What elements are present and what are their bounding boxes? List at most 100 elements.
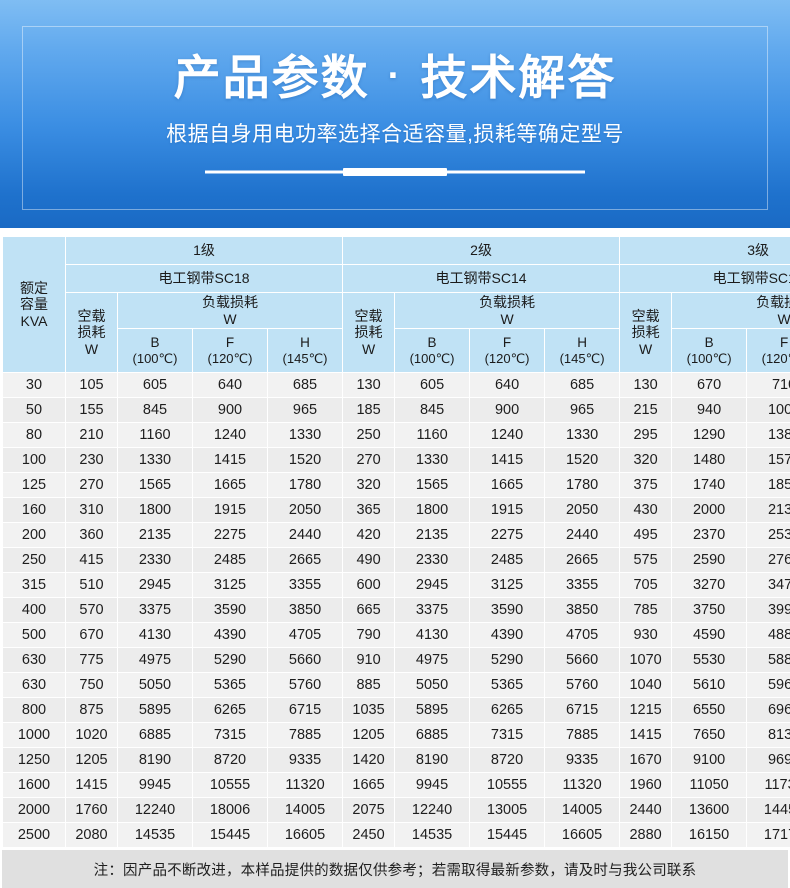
cell-kva: 400: [3, 598, 66, 623]
cell-g2-noload: 490: [343, 548, 395, 573]
cell-g2-noload: 1205: [343, 723, 395, 748]
cell-g1-noload: 1020: [66, 723, 118, 748]
cell-g2-h: 2665: [545, 548, 620, 573]
cell-g2-f: 15445: [470, 823, 545, 848]
header-class-f-g3: F (120℃): [747, 329, 790, 373]
header-class-f-g1: F (120℃): [193, 329, 268, 373]
header-row-loss: 空载 损耗 W 负载损耗 W 空载 损耗 W 负载损耗 W: [3, 293, 790, 329]
cell-g2-f: 2275: [470, 523, 545, 548]
cell-g2-h: 685: [545, 373, 620, 398]
cell-g1-b: 5050: [118, 673, 193, 698]
cell-g2-noload: 185: [343, 398, 395, 423]
cell-g3-b: 5530: [672, 648, 747, 673]
cell-g1-noload: 875: [66, 698, 118, 723]
cell-g3-b: 3750: [672, 598, 747, 623]
cell-g1-f: 10555: [193, 773, 268, 798]
class-letter-h-g1: H: [268, 335, 342, 351]
noload-line3-g3: W: [620, 341, 671, 358]
cell-g2-noload: 270: [343, 448, 395, 473]
cell-g2-h: 2440: [545, 523, 620, 548]
header-rated-capacity: 额定 容量 KVA: [3, 237, 66, 373]
cell-g2-noload: 1420: [343, 748, 395, 773]
cell-g1-f: 2485: [193, 548, 268, 573]
cell-kva: 630: [3, 673, 66, 698]
cell-g2-f: 5290: [470, 648, 545, 673]
page-title: 产品参数·技术解答: [174, 52, 617, 104]
header-noload-loss-2: 空载 损耗 W: [343, 293, 395, 373]
cell-g1-b: 8190: [118, 748, 193, 773]
cell-kva: 200: [3, 523, 66, 548]
cell-g2-h: 3850: [545, 598, 620, 623]
class-temp-f-g3: (120℃): [747, 351, 790, 366]
class-letter-h-g2: H: [545, 335, 619, 351]
cell-kva: 100: [3, 448, 66, 473]
table-row: 5015584590096518584590096521594010001070: [3, 398, 790, 423]
cell-g2-b: 6885: [395, 723, 470, 748]
cell-g2-noload: 365: [343, 498, 395, 523]
cell-g1-h: 2050: [268, 498, 343, 523]
cell-g1-f: 1240: [193, 423, 268, 448]
cell-g1-b: 9945: [118, 773, 193, 798]
cell-g1-f: 1415: [193, 448, 268, 473]
cell-g3-f: 2530: [747, 523, 790, 548]
cell-g1-f: 3590: [193, 598, 268, 623]
cell-g2-b: 4130: [395, 623, 470, 648]
cell-g1-b: 1565: [118, 473, 193, 498]
cell-g2-b: 1565: [395, 473, 470, 498]
load-loss-line2-g1: W: [118, 311, 342, 328]
table-body: 3010560564068513060564068513067071076050…: [3, 373, 790, 848]
cell-g1-b: 845: [118, 398, 193, 423]
cell-g3-noload: 1670: [620, 748, 672, 773]
cell-g2-noload: 250: [343, 423, 395, 448]
cell-g1-f: 4390: [193, 623, 268, 648]
table-row: 30105605640685130605640685130670710760: [3, 373, 790, 398]
cell-g1-h: 11320: [268, 773, 343, 798]
cell-g3-noload: 1215: [620, 698, 672, 723]
cell-g2-h: 1780: [545, 473, 620, 498]
cell-g2-h: 14005: [545, 798, 620, 823]
cell-g2-b: 605: [395, 373, 470, 398]
cell-g3-f: 1380: [747, 423, 790, 448]
class-letter-f-g3: F: [747, 335, 790, 351]
cell-g2-f: 1240: [470, 423, 545, 448]
cell-g1-b: 2945: [118, 573, 193, 598]
cell-g1-b: 12240: [118, 798, 193, 823]
cell-g3-f: 4880: [747, 623, 790, 648]
cell-g3-noload: 1960: [620, 773, 672, 798]
cell-g2-h: 4705: [545, 623, 620, 648]
noload-line2-g1: 损耗: [66, 324, 117, 341]
load-loss-line2-g3: W: [672, 311, 790, 328]
cell-g1-b: 1330: [118, 448, 193, 473]
cell-g1-h: 16605: [268, 823, 343, 848]
cell-g1-f: 5290: [193, 648, 268, 673]
load-loss-line1-g3: 负载损耗: [672, 294, 790, 311]
cell-g1-f: 2275: [193, 523, 268, 548]
cell-g3-noload: 215: [620, 398, 672, 423]
cell-g2-f: 6265: [470, 698, 545, 723]
cell-g2-h: 5660: [545, 648, 620, 673]
cell-g1-f: 640: [193, 373, 268, 398]
cell-kva: 1000: [3, 723, 66, 748]
cell-g2-noload: 1035: [343, 698, 395, 723]
cell-g3-f: 17170: [747, 823, 790, 848]
cell-g3-f: 6960: [747, 698, 790, 723]
cell-g1-h: 5660: [268, 648, 343, 673]
header-steel-2: 电工钢带SC14: [343, 265, 620, 293]
cell-g3-noload: 375: [620, 473, 672, 498]
noload-line1-g3: 空载: [620, 308, 671, 325]
cell-g1-b: 3375: [118, 598, 193, 623]
header-row-temperature-classes: B (100℃) F (120℃) H (145℃) B (100℃) F: [3, 329, 790, 373]
cell-g3-b: 9100: [672, 748, 747, 773]
cell-g1-noload: 415: [66, 548, 118, 573]
cell-g2-b: 1330: [395, 448, 470, 473]
cell-g1-h: 6715: [268, 698, 343, 723]
